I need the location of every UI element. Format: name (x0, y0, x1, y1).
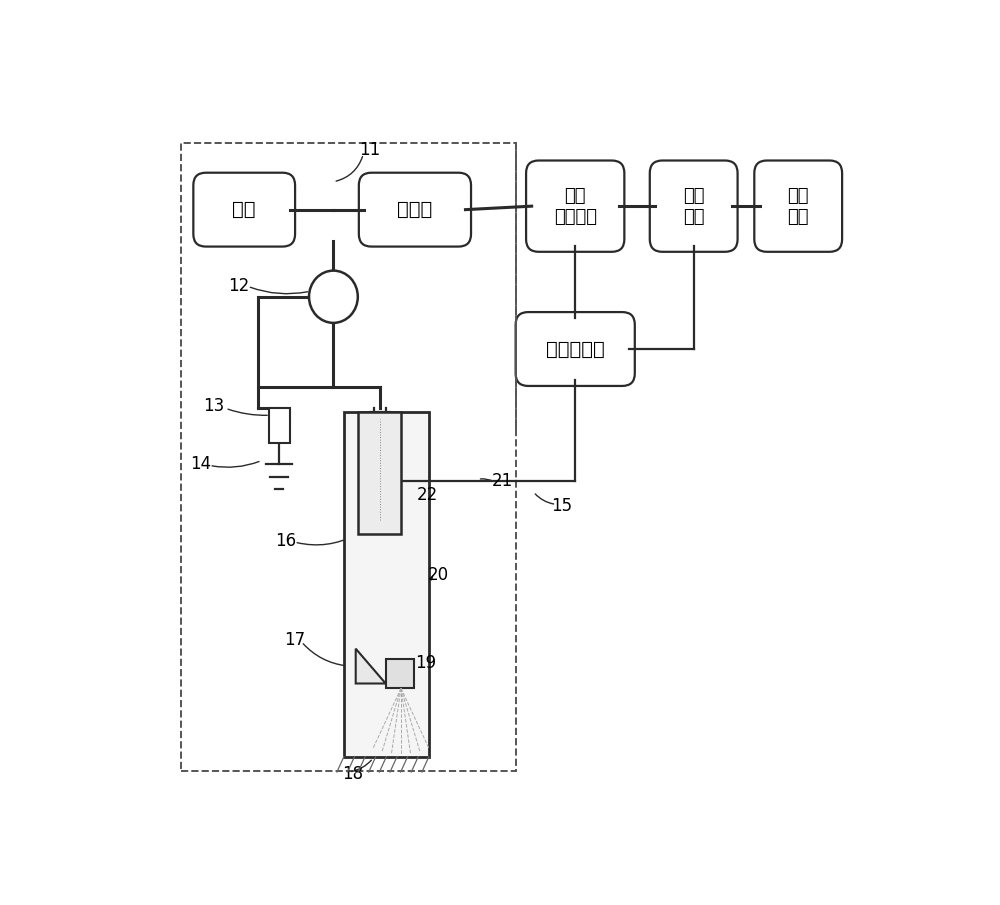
Text: 22: 22 (417, 486, 438, 504)
Bar (358, 412, 401, 534)
FancyBboxPatch shape (359, 173, 471, 246)
Text: 探测器: 探测器 (397, 200, 433, 219)
FancyArrowPatch shape (404, 485, 419, 495)
FancyArrowPatch shape (297, 535, 355, 545)
Text: 12: 12 (228, 277, 249, 295)
Text: 17: 17 (285, 631, 306, 649)
Text: 驱动控制板: 驱动控制板 (546, 339, 605, 358)
FancyBboxPatch shape (516, 312, 635, 386)
Bar (181, 143, 516, 771)
FancyArrowPatch shape (535, 494, 554, 504)
Text: 11: 11 (359, 141, 380, 159)
Text: 19: 19 (415, 653, 436, 672)
FancyBboxPatch shape (754, 160, 842, 252)
Text: 15: 15 (551, 497, 572, 515)
FancyArrowPatch shape (351, 760, 371, 772)
FancyBboxPatch shape (650, 160, 738, 252)
FancyArrowPatch shape (336, 157, 363, 181)
FancyBboxPatch shape (526, 160, 624, 252)
Polygon shape (356, 649, 386, 683)
Text: 控制
系统: 控制 系统 (683, 186, 704, 225)
FancyArrowPatch shape (431, 576, 433, 580)
Text: 18: 18 (342, 765, 363, 783)
Ellipse shape (309, 271, 358, 323)
FancyArrowPatch shape (228, 409, 267, 415)
FancyArrowPatch shape (303, 643, 346, 666)
Bar (386, 659, 414, 689)
Text: 13: 13 (204, 397, 225, 415)
FancyArrowPatch shape (250, 287, 308, 294)
Text: 16: 16 (275, 531, 297, 549)
FancyArrowPatch shape (212, 462, 259, 467)
Text: 显示
单元: 显示 单元 (787, 186, 809, 225)
Text: 光源: 光源 (232, 200, 256, 219)
Text: 21: 21 (491, 472, 513, 491)
Text: 数据
采集单元: 数据 采集单元 (554, 186, 597, 225)
FancyArrowPatch shape (404, 663, 419, 672)
Bar (344, 412, 429, 757)
FancyBboxPatch shape (193, 173, 295, 246)
Text: 20: 20 (427, 567, 448, 585)
Bar (269, 408, 290, 443)
Text: 14: 14 (190, 455, 211, 473)
FancyArrowPatch shape (480, 479, 493, 481)
